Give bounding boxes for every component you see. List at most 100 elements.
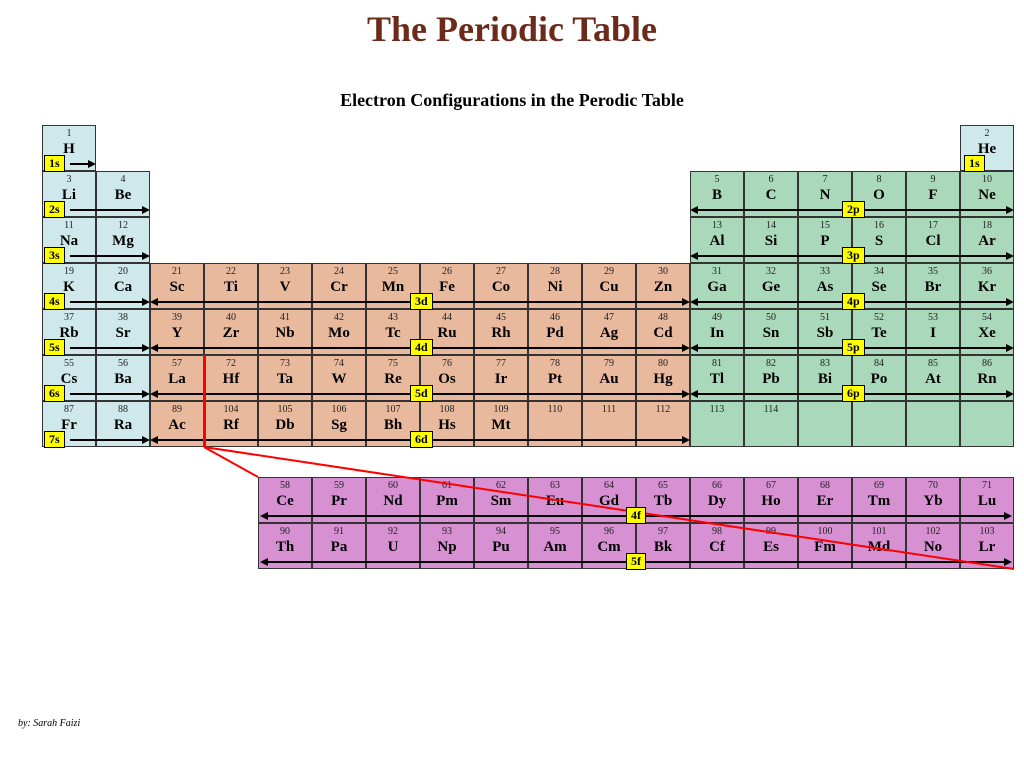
atomic-number: 13: [691, 218, 743, 232]
element-symbol: Es: [745, 538, 797, 556]
credit-text: by: Sarah Faizi: [18, 718, 80, 729]
element-symbol: I: [907, 324, 959, 342]
element-symbol: Xe: [961, 324, 1013, 342]
atomic-number: 40: [205, 310, 257, 324]
atomic-number: 91: [313, 524, 365, 538]
atomic-number: 38: [97, 310, 149, 324]
atomic-number: 39: [151, 310, 203, 324]
atomic-number: 11: [43, 218, 95, 232]
element-symbol: Sc: [151, 278, 203, 296]
orbital-label: 3d: [410, 293, 433, 310]
atomic-number: 7: [799, 172, 851, 186]
element-symbol: Lr: [961, 538, 1013, 556]
atomic-number: 103: [961, 524, 1013, 538]
element-symbol: Fm: [799, 538, 851, 556]
atomic-number: 34: [853, 264, 905, 278]
element-symbol: Au: [583, 370, 635, 388]
orbital-label: 4f: [626, 507, 646, 524]
atomic-number: 20: [97, 264, 149, 278]
element-symbol: Dy: [691, 492, 743, 510]
atomic-number: 29: [583, 264, 635, 278]
orbital-label: 7s: [44, 431, 65, 448]
atomic-number: 36: [961, 264, 1013, 278]
element-symbol: Ag: [583, 324, 635, 342]
orbital-label: 4d: [410, 339, 433, 356]
element-symbol: Rf: [205, 416, 257, 434]
element-symbol: Tl: [691, 370, 743, 388]
orbital-label: 1s: [44, 155, 65, 172]
atomic-number: 114: [745, 402, 797, 416]
atomic-number: 30: [637, 264, 689, 278]
atomic-number: [799, 402, 851, 404]
atomic-number: 86: [961, 356, 1013, 370]
atomic-number: 110: [529, 402, 581, 416]
atomic-number: 79: [583, 356, 635, 370]
element-symbol: Sn: [745, 324, 797, 342]
element-symbol: Am: [529, 538, 581, 556]
atomic-number: 76: [421, 356, 473, 370]
orbital-label: 5f: [626, 553, 646, 570]
atomic-number: 60: [367, 478, 419, 492]
element-symbol: Mo: [313, 324, 365, 342]
atomic-number: [961, 402, 1013, 404]
orbital-label: 2p: [842, 201, 865, 218]
atomic-number: 102: [907, 524, 959, 538]
element-symbol: Lu: [961, 492, 1013, 510]
atomic-number: 87: [43, 402, 95, 416]
element-symbol: No: [907, 538, 959, 556]
atomic-number: [907, 402, 959, 404]
atomic-number: 95: [529, 524, 581, 538]
element-symbol: Si: [745, 232, 797, 250]
atomic-number: 35: [907, 264, 959, 278]
atomic-number: 8: [853, 172, 905, 186]
element-symbol: Cf: [691, 538, 743, 556]
lanthanide-split-line: [203, 355, 206, 447]
element-symbol: Ge: [745, 278, 797, 296]
element-symbol: Sm: [475, 492, 527, 510]
element-symbol: Rn: [961, 370, 1013, 388]
orbital-arrow: [70, 255, 144, 257]
atomic-number: 14: [745, 218, 797, 232]
element-symbol: Ti: [205, 278, 257, 296]
element-symbol: Co: [475, 278, 527, 296]
atomic-number: 105: [259, 402, 311, 416]
element-symbol: Y: [151, 324, 203, 342]
atomic-number: 100: [799, 524, 851, 538]
element-symbol: Ir: [475, 370, 527, 388]
atomic-number: 81: [691, 356, 743, 370]
atomic-number: 10: [961, 172, 1013, 186]
element-symbol: Mt: [475, 416, 527, 434]
atomic-number: 59: [313, 478, 365, 492]
atomic-number: 16: [853, 218, 905, 232]
element-symbol: Ni: [529, 278, 581, 296]
atomic-number: 97: [637, 524, 689, 538]
atomic-number: 93: [421, 524, 473, 538]
element-symbol: Cu: [583, 278, 635, 296]
orbital-label: 4p: [842, 293, 865, 310]
element-symbol: Sr: [97, 324, 149, 342]
atomic-number: 48: [637, 310, 689, 324]
element-symbol: In: [691, 324, 743, 342]
element-symbol: Pt: [529, 370, 581, 388]
atomic-number: 46: [529, 310, 581, 324]
atomic-number: 69: [853, 478, 905, 492]
orbital-arrow: [70, 163, 90, 165]
element-symbol: Pu: [475, 538, 527, 556]
element-symbol: Np: [421, 538, 473, 556]
element-symbol: Hf: [205, 370, 257, 388]
element-symbol: U: [367, 538, 419, 556]
atomic-number: 107: [367, 402, 419, 416]
atomic-number: 45: [475, 310, 527, 324]
element-symbol: Nd: [367, 492, 419, 510]
element-symbol: Al: [691, 232, 743, 250]
orbital-arrow: [70, 209, 144, 211]
atomic-number: 77: [475, 356, 527, 370]
orbital-label: 5s: [44, 339, 65, 356]
element-cell: 114: [744, 401, 798, 447]
orbital-arrow: [70, 347, 144, 349]
atomic-number: 96: [583, 524, 635, 538]
atomic-number: 73: [259, 356, 311, 370]
atomic-number: 62: [475, 478, 527, 492]
atomic-number: 44: [421, 310, 473, 324]
atomic-number: 72: [205, 356, 257, 370]
